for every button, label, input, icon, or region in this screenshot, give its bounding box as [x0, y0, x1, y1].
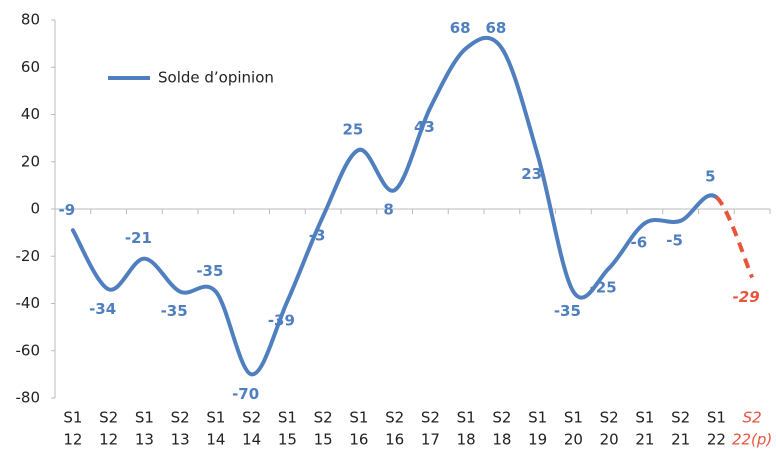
x-tick-label: S1	[457, 409, 476, 427]
x-tick-label: 12	[63, 431, 82, 449]
y-tick-label: 40	[21, 105, 40, 123]
x-tick-label: S2	[314, 409, 333, 427]
data-label: -39	[268, 312, 295, 330]
x-tick-label: 21	[635, 431, 654, 449]
data-label: 25	[342, 120, 363, 138]
data-label: 68	[450, 19, 471, 37]
data-label: 23	[521, 165, 542, 183]
data-label: -35	[196, 262, 223, 280]
x-tick-label: 16	[349, 431, 368, 449]
data-label: 68	[485, 19, 506, 37]
y-tick-label: -60	[16, 341, 41, 359]
x-tick-label: 13	[135, 431, 154, 449]
x-tick-label: S2	[743, 409, 762, 427]
data-label: -29	[733, 288, 760, 306]
data-label: -34	[89, 300, 116, 318]
legend-label: Solde d’opinion	[158, 69, 274, 87]
x-tick-label: 22	[707, 431, 726, 449]
x-tick-label: 20	[600, 431, 619, 449]
x-tick-label: 14	[242, 431, 261, 449]
x-tick-label: 13	[171, 431, 190, 449]
data-label: -6	[631, 234, 648, 252]
data-label: -9	[59, 201, 76, 219]
x-tick-label: S1	[635, 409, 654, 427]
x-tick-label: 18	[492, 431, 511, 449]
y-tick-label: -20	[16, 247, 41, 265]
y-tick-label: 60	[21, 58, 40, 76]
data-label: -70	[232, 385, 259, 403]
x-tick-label: S2	[385, 409, 404, 427]
data-label: 43	[414, 118, 435, 136]
data-label: -35	[554, 302, 581, 320]
x-tick-label: 20	[564, 431, 583, 449]
data-label: -5	[666, 231, 683, 249]
y-tick-label: -80	[16, 389, 41, 407]
x-tick-label: S2	[600, 409, 619, 427]
forecast-line	[714, 195, 754, 279]
x-tick-label: 15	[278, 431, 297, 449]
x-tick-label: S1	[349, 409, 368, 427]
x-tick-label: S2	[99, 409, 118, 427]
x-tick-label: S1	[63, 409, 82, 427]
x-tick-label: 21	[671, 431, 690, 449]
x-tick-label: S1	[564, 409, 583, 427]
y-tick-label: -40	[16, 294, 41, 312]
x-tick-label: S1	[206, 409, 225, 427]
x-tick-label: 18	[457, 431, 476, 449]
data-label: -35	[161, 302, 188, 320]
data-label: 5	[705, 168, 715, 186]
line	[70, 35, 719, 377]
data-label: -3	[309, 227, 326, 245]
x-tick-label: 15	[314, 431, 333, 449]
y-tick-label: 20	[21, 152, 40, 170]
x-tick-label: 17	[421, 431, 440, 449]
x-tick-label: S2	[492, 409, 511, 427]
x-tick-label: 16	[385, 431, 404, 449]
data-label: -25	[590, 279, 617, 297]
x-tick-label: S2	[171, 409, 190, 427]
x-tick-label: S2	[421, 409, 440, 427]
x-tick-label: S1	[707, 409, 726, 427]
data-label: -21	[125, 229, 152, 247]
x-tick-label: 19	[528, 431, 547, 449]
data-label: 8	[383, 201, 393, 219]
x-tick-label: S2	[671, 409, 690, 427]
x-tick-label: 22(p)	[732, 431, 772, 449]
x-tick-label: S1	[135, 409, 154, 427]
x-tick-label: 14	[206, 431, 225, 449]
x-tick-label: S1	[528, 409, 547, 427]
y-tick-label: 80	[21, 11, 40, 29]
x-tick-label: 12	[99, 431, 118, 449]
x-tick-label: S2	[242, 409, 261, 427]
y-tick-label: 0	[30, 200, 40, 218]
x-tick-label: S1	[278, 409, 297, 427]
